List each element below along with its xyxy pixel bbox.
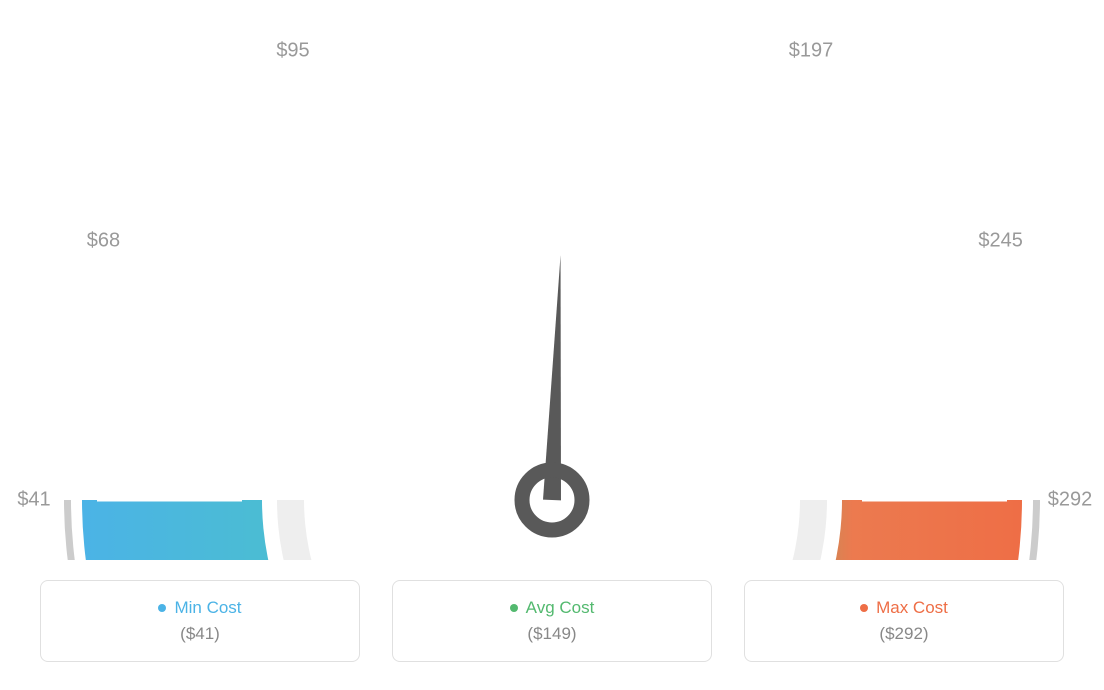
gauge-tick-label: $292: [1048, 489, 1093, 512]
legend-card-min: Min Cost ($41): [40, 580, 360, 662]
gauge-tick-label: $95: [276, 40, 309, 63]
legend-value-min: ($41): [180, 624, 220, 644]
gauge-svg: [0, 0, 1104, 560]
legend-label-avg: Avg Cost: [526, 598, 595, 618]
legend-row: Min Cost ($41) Avg Cost ($149) Max Cost …: [0, 580, 1104, 670]
gauge-tick-label: $68: [87, 230, 120, 253]
gauge-tick-label: $197: [789, 40, 834, 63]
legend-label-min: Min Cost: [174, 598, 241, 618]
cost-gauge-chart: $41$68$95$149$197$245$292: [0, 0, 1104, 560]
legend-dot-max: [860, 604, 868, 612]
legend-card-avg: Avg Cost ($149): [392, 580, 712, 662]
gauge-tick-label: $245: [978, 230, 1023, 253]
legend-dot-min: [158, 604, 166, 612]
legend-value-max: ($292): [879, 624, 928, 644]
gauge-tick-label: $41: [17, 489, 50, 512]
legend-value-avg: ($149): [527, 624, 576, 644]
legend-label-max: Max Cost: [876, 598, 948, 618]
legend-dot-avg: [510, 604, 518, 612]
legend-card-max: Max Cost ($292): [744, 580, 1064, 662]
